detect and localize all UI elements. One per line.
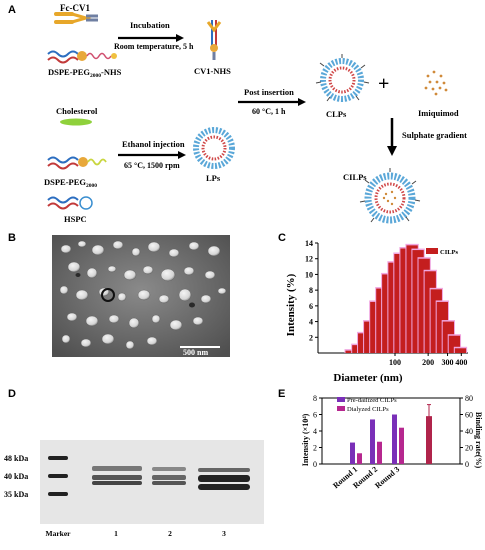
- binding-bar: [350, 442, 355, 464]
- dls-y-tick-label: 8: [309, 286, 313, 295]
- label-lps: LPs: [206, 173, 221, 183]
- cilps-liposome-icon: [359, 168, 421, 224]
- sds-page-gel: Marker 1 2 3: [40, 440, 264, 538]
- dls-x-tick-label: 400: [455, 358, 467, 367]
- dls-bar: [345, 350, 357, 353]
- label-dspe-peg: DSPE-PEG2000: [44, 177, 97, 189]
- dls-y-tick-label: 12: [305, 255, 313, 264]
- fc-cv1-icon: [54, 12, 98, 24]
- binding-rate-bar: [426, 416, 432, 464]
- gel-marker-48: 48 kDa: [4, 454, 29, 463]
- dls-y-axis-label: Intensity (%): [285, 273, 297, 336]
- panel-label-d: D: [8, 388, 16, 400]
- label-cholesterol: Cholesterol: [56, 106, 98, 116]
- dls-y-tick-label: 2: [309, 333, 313, 342]
- dls-tick-labels: 2 4 6 8 10 12 14 100 200 300 400: [305, 239, 467, 367]
- dls-bars: [344, 243, 468, 353]
- dls-legend-swatch: [426, 248, 438, 254]
- binding-category-label: Round 3: [373, 465, 401, 491]
- dls-y-tick-label: 10: [305, 270, 313, 279]
- binding-bars: [350, 404, 432, 464]
- binding-y-tick-label: 0: [313, 460, 317, 469]
- tem-micrograph: 500 nm: [52, 235, 230, 357]
- dls-x-tick-label: 100: [389, 358, 401, 367]
- label-cv1-nhs: CV1-NHS: [194, 66, 231, 76]
- dspe-peg-icon: [47, 156, 107, 170]
- tem-dark-particle: [101, 288, 115, 302]
- label-sulphate-gradient: Sulphate gradient: [402, 130, 467, 140]
- tem-dark-spot: [189, 302, 195, 308]
- hspc-icon: [47, 196, 93, 210]
- binding-y2-tick-label: 0: [465, 460, 469, 469]
- legend-label-dialyzed: Dialyzed CILPs: [347, 406, 389, 413]
- dls-y-tick-label: 4: [309, 318, 313, 327]
- panel-label-c: C: [278, 232, 286, 244]
- dls-y-tick-label: 14: [305, 239, 313, 248]
- label-hspc: HSPC: [64, 214, 87, 224]
- label-fc-cv1: Fc-CV1: [60, 3, 90, 13]
- label-cilps: CILPs: [343, 172, 367, 182]
- label-post-insertion-conditions: 60 °C, 1 h: [252, 107, 286, 116]
- binding-y-tick-label: 4: [313, 427, 317, 436]
- scale-bar-label: 500 nm: [183, 348, 208, 357]
- gel-lane-2: 2: [168, 529, 172, 538]
- gel-lane-3: 3: [222, 529, 226, 538]
- label-incubation-conditions: Room temperature, 5 h: [114, 42, 194, 51]
- dls-x-tick-label: 300: [442, 358, 454, 367]
- binding-bar: [392, 414, 397, 464]
- tem-particles: [59, 240, 227, 350]
- dls-legend-label: CILPs: [440, 249, 459, 256]
- binding-bar: [399, 427, 404, 464]
- dls-x-axis-label: Diameter (nm): [333, 372, 402, 384]
- dls-y-tick-label: 6: [309, 302, 313, 311]
- dls-chart: 2 4 6 8 10 12 14 100 200 300 400 Diameter (nm) Int…: [285, 239, 468, 384]
- dls-bar: [454, 348, 467, 353]
- label-clps: CLPs: [326, 109, 347, 119]
- panel-label-e: E: [278, 388, 286, 400]
- label-imiquimod: Imiquimod: [418, 108, 459, 118]
- binding-y2-tick-label: 60: [465, 411, 473, 420]
- binding-bar: [377, 441, 382, 464]
- dls-x-tick-label: 200: [422, 358, 434, 367]
- binding-y2-tick-label: 80: [465, 394, 473, 403]
- gel-lane-marker: Marker: [46, 529, 72, 538]
- binding-y2-tick-label: 20: [465, 444, 473, 453]
- binding-bar: [357, 453, 362, 464]
- lps-liposome-icon: [193, 127, 235, 169]
- label-post-insertion: Post insertion: [244, 87, 294, 97]
- binding-bar: [370, 419, 375, 464]
- clps-liposome-icon: [315, 54, 370, 102]
- binding-y-axis-label: Intensity (×10⁴): [301, 413, 310, 466]
- legend-swatch-dialyzed: [337, 406, 345, 411]
- plus-sign: +: [378, 73, 389, 95]
- legend-swatch-pre-dialized: [337, 397, 345, 402]
- binding-y-tick-label: 8: [313, 394, 317, 403]
- tem-dark-spot: [75, 273, 81, 277]
- scheme-diagram: Fc-CV1 DSPE-PEG2000-NHS Incubation Room …: [44, 3, 467, 224]
- binding-y2-axis-label: Binding rate(%): [474, 412, 482, 469]
- binding-y2-tick-label: 40: [465, 427, 473, 436]
- panel-label-b: B: [8, 232, 16, 244]
- panel-label-a: A: [8, 4, 16, 16]
- label-dspe-peg-nhs: DSPE-PEG2000-NHS: [48, 67, 122, 79]
- label-ethanol-conditions: 65 °C, 1500 rpm: [124, 161, 180, 170]
- label-ethanol-injection: Ethanol injection: [122, 139, 185, 149]
- imiquimod-icon: [424, 70, 448, 96]
- binding-y-tick-label: 6: [313, 411, 317, 420]
- gel-lane-1: 1: [114, 529, 118, 538]
- dls-bar: [448, 335, 461, 353]
- cholesterol-icon: [60, 118, 92, 126]
- dspe-peg-nhs-icon: [47, 50, 117, 64]
- cv1-nhs-icon: [206, 20, 222, 60]
- binding-y-tick-label: 2: [313, 444, 317, 453]
- gel-marker-35: 35 kDa: [4, 490, 29, 499]
- label-incubation: Incubation: [130, 20, 170, 30]
- gel-marker-40: 40 kDa: [4, 472, 29, 481]
- legend-label-pre-dialized: Pre-dailized CILPs: [347, 397, 397, 404]
